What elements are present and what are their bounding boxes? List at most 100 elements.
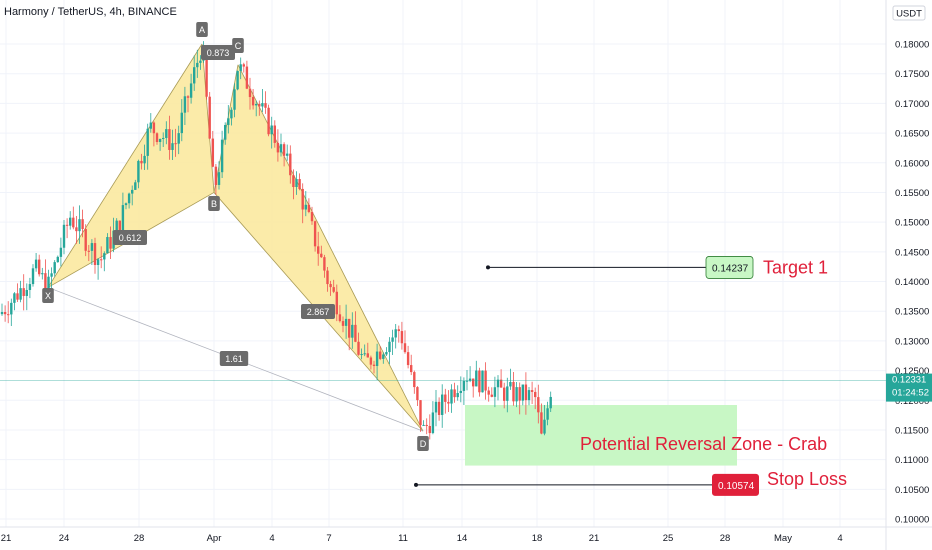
candle-body bbox=[19, 288, 22, 300]
candle-body bbox=[397, 329, 400, 332]
candle-body bbox=[72, 217, 75, 228]
x-tick-label: May bbox=[774, 533, 792, 544]
candle-body bbox=[239, 64, 242, 71]
candle-body bbox=[248, 88, 252, 98]
candle-body bbox=[506, 386, 509, 401]
pattern-triangle-xab bbox=[48, 44, 214, 288]
candle-body bbox=[152, 122, 156, 134]
currency-button[interactable]: USDT bbox=[896, 9, 922, 20]
candle-body bbox=[103, 253, 106, 260]
candle-body bbox=[47, 276, 50, 294]
candle-body bbox=[155, 133, 159, 143]
candle-body bbox=[53, 262, 56, 274]
candle-body bbox=[310, 211, 314, 222]
candle-body bbox=[332, 287, 335, 292]
candle-body bbox=[158, 138, 162, 143]
candle-body bbox=[220, 139, 224, 173]
candle-body bbox=[369, 357, 373, 365]
candle-body bbox=[422, 424, 425, 426]
x-tick-label: 4 bbox=[837, 533, 842, 544]
x-tick-label: 21 bbox=[1, 533, 12, 544]
candle-body bbox=[524, 384, 528, 401]
candle-body bbox=[521, 384, 524, 401]
candle-body bbox=[444, 394, 447, 402]
candle-body bbox=[335, 291, 338, 315]
target-price-box bbox=[705, 256, 754, 279]
candle-body bbox=[434, 401, 438, 413]
y-tick-label: 0.13000 bbox=[895, 336, 929, 347]
candle-body bbox=[503, 387, 506, 401]
x-tick-label: 7 bbox=[326, 533, 331, 544]
point-label-x: X bbox=[45, 291, 51, 301]
y-tick-label: 0.17500 bbox=[895, 69, 929, 80]
candle-body bbox=[456, 393, 459, 398]
candle-body bbox=[174, 143, 177, 145]
ratio-label-bg bbox=[219, 351, 249, 366]
candle-body bbox=[162, 137, 165, 139]
candle-body bbox=[406, 352, 410, 366]
y-tick-label: 0.16000 bbox=[895, 158, 929, 169]
candle-body bbox=[382, 354, 385, 359]
candle-body bbox=[3, 312, 7, 315]
candle-body bbox=[320, 253, 323, 258]
stop-line-start bbox=[414, 482, 418, 487]
candle-body bbox=[534, 391, 537, 398]
y-tick-label: 0.11500 bbox=[895, 425, 929, 436]
candle-body bbox=[121, 205, 125, 233]
candle-body bbox=[41, 273, 44, 275]
candle-body bbox=[499, 379, 503, 388]
candle-body bbox=[313, 221, 317, 247]
x-axis-ticks: 21 24 28 Apr 4 7 11 14 18 21 25 28 May 4 bbox=[1, 533, 843, 544]
candle-body bbox=[530, 390, 534, 392]
candle-body bbox=[363, 353, 366, 355]
point-label-b: B bbox=[211, 199, 217, 209]
candle-body bbox=[230, 109, 233, 119]
candle-body bbox=[134, 182, 137, 190]
ratio-label: 2.867 bbox=[307, 307, 330, 317]
point-label-a: A bbox=[199, 25, 205, 35]
candle-body bbox=[168, 129, 171, 150]
point-label-a-bg bbox=[196, 22, 208, 37]
candle-body bbox=[261, 103, 264, 107]
candle-body bbox=[465, 380, 469, 382]
candle-body bbox=[276, 142, 280, 153]
candle-body bbox=[475, 370, 478, 387]
candle-body bbox=[65, 224, 69, 226]
point-label-c: C bbox=[235, 41, 242, 51]
y-tick-label: 0.14000 bbox=[895, 277, 929, 288]
candle-body bbox=[87, 250, 90, 252]
candle-body bbox=[124, 203, 128, 206]
candle-body bbox=[199, 60, 202, 63]
candle-body bbox=[344, 318, 348, 326]
candle-body bbox=[84, 229, 87, 251]
candle-body bbox=[317, 246, 320, 254]
candle-body bbox=[28, 284, 32, 290]
candle-body bbox=[208, 96, 211, 139]
candle-body bbox=[165, 129, 168, 138]
y-tick-label: 0.15000 bbox=[895, 218, 929, 229]
x-tick-label: Apr bbox=[207, 533, 222, 544]
candle-body bbox=[487, 390, 490, 395]
candle-body bbox=[295, 179, 298, 188]
candle-body bbox=[75, 227, 78, 232]
candle-body bbox=[431, 412, 435, 434]
candle-body bbox=[410, 365, 413, 373]
candle-body bbox=[351, 324, 354, 338]
candle-body bbox=[270, 125, 273, 135]
candle-body bbox=[22, 288, 25, 296]
candle-body bbox=[78, 219, 81, 232]
x-tick-label: 4 bbox=[269, 533, 274, 544]
candle-body bbox=[146, 128, 149, 156]
currency-button-bg[interactable] bbox=[892, 5, 926, 21]
y-tick-label: 0.14500 bbox=[895, 247, 929, 258]
x-tick-label: 25 bbox=[663, 533, 674, 544]
candle-body bbox=[307, 204, 311, 212]
x-tick-label: 28 bbox=[720, 533, 731, 544]
candle-body bbox=[375, 351, 379, 366]
candle-body bbox=[186, 96, 190, 98]
candle-body bbox=[189, 83, 193, 98]
candle-body bbox=[394, 329, 397, 338]
candle-body bbox=[537, 397, 540, 413]
stop-price-box bbox=[712, 473, 759, 496]
